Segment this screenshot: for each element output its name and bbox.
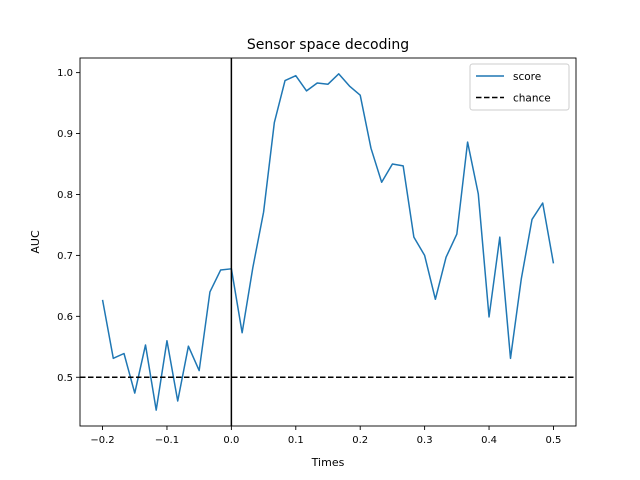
x-tick-label: 0.3 xyxy=(417,435,433,446)
y-tick-label: 1.0 xyxy=(57,68,73,79)
y-tick-label: 0.6 xyxy=(57,312,73,323)
y-tick-label: 0.5 xyxy=(57,373,73,384)
x-tick-label: 0.4 xyxy=(481,435,497,446)
y-tick-label: 0.9 xyxy=(57,129,73,140)
x-axis: −0.2 −0.1 0.0 0.1 0.2 0.3 0.4 0.5 xyxy=(90,426,561,446)
series-line-score xyxy=(101,73,555,411)
y-tick-label: 0.7 xyxy=(57,251,73,262)
x-tick-label: 0.5 xyxy=(546,435,562,446)
x-tick-label: 0.1 xyxy=(288,435,304,446)
y-tick-label: 0.8 xyxy=(57,190,73,201)
x-tick-label: −0.2 xyxy=(90,435,114,446)
legend-label-chance: chance xyxy=(513,93,551,105)
x-tick-label: 0.2 xyxy=(352,435,368,446)
legend: score chance xyxy=(469,63,570,111)
plot-area xyxy=(79,57,577,427)
y-axis-label: AUC xyxy=(29,230,42,254)
axes-frame xyxy=(79,57,577,427)
x-axis-label: Times xyxy=(311,456,345,469)
x-tick-label: 0.0 xyxy=(223,435,239,446)
x-tick-label: −0.1 xyxy=(155,435,179,446)
legend-label-score: score xyxy=(513,71,541,83)
y-axis: 0.5 0.6 0.7 0.8 0.9 1.0 xyxy=(57,68,80,384)
chart-title: Sensor space decoding xyxy=(247,37,409,53)
